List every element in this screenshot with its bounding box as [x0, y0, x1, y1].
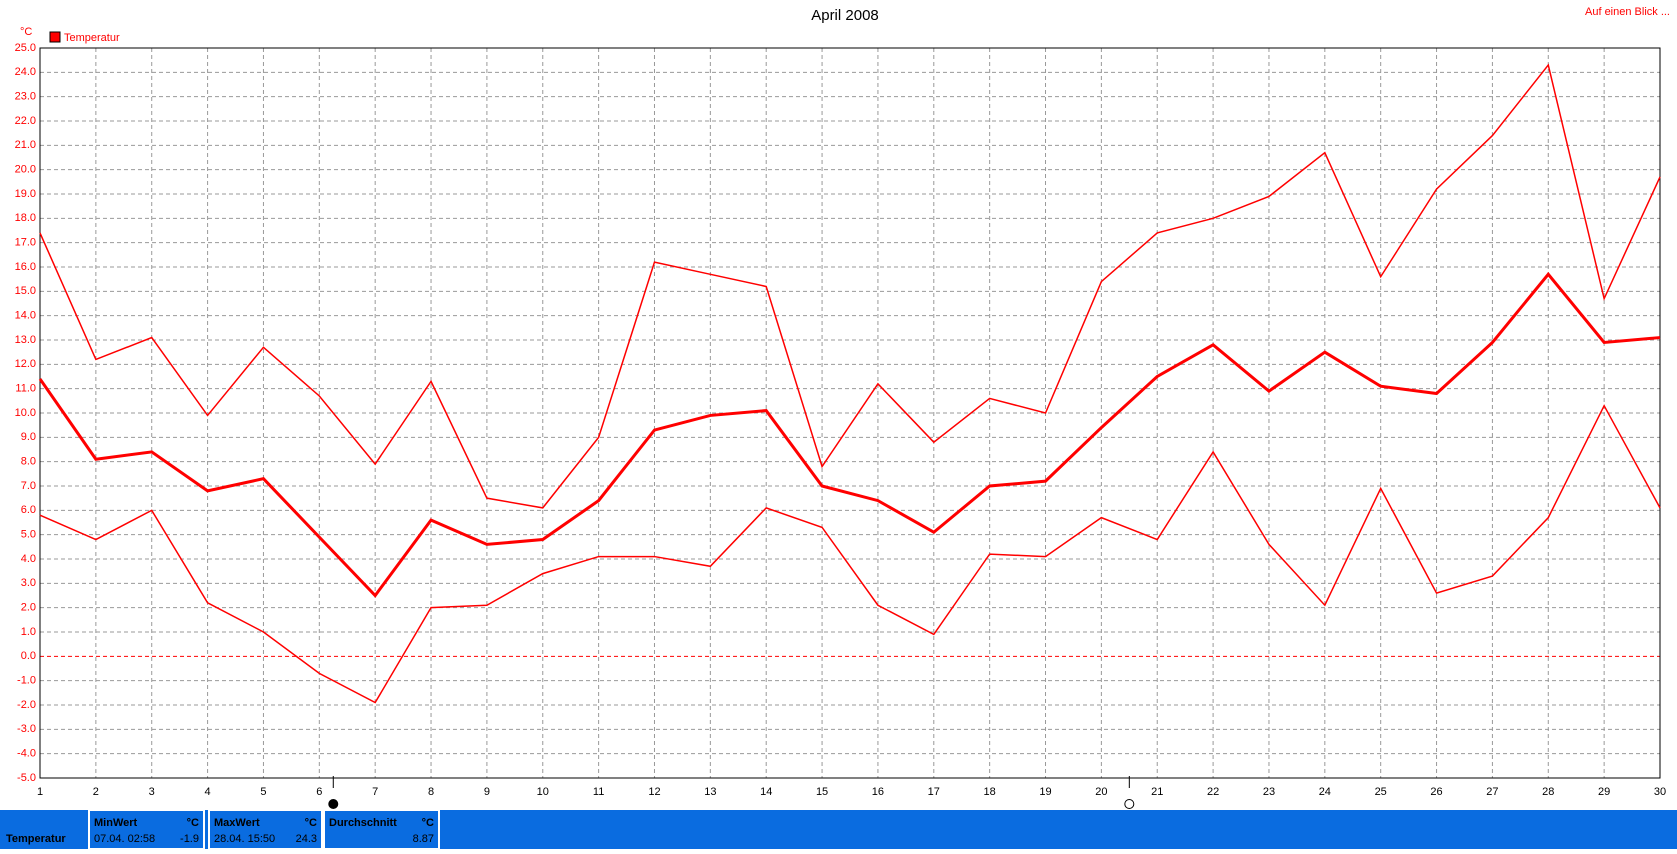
- x-tick-label: 18: [984, 786, 996, 798]
- x-tick-label: 15: [816, 786, 828, 798]
- y-tick-label: 13.0: [15, 334, 36, 346]
- link[interactable]: Auf einen Blick ...: [1585, 6, 1670, 18]
- summary-bar: Temperatur MinWert °C 07.04. 02:58 -1.9 MaxW…: [0, 809, 1677, 850]
- y-tick-label: 8.0: [21, 456, 36, 468]
- x-tick-label: 27: [1486, 786, 1498, 798]
- y-tick-label: 15.0: [15, 285, 36, 297]
- y-tick-label: 0.0: [21, 650, 36, 662]
- x-tick-label: 17: [928, 786, 940, 798]
- legend-swatch: [49, 31, 61, 43]
- y-tick-label: -2.0: [17, 699, 36, 711]
- x-tick-label: 25: [1375, 786, 1387, 798]
- y-tick-label: 23.0: [15, 91, 36, 103]
- y-tick-label: -5.0: [17, 772, 36, 784]
- x-tick-label: 24: [1319, 786, 1331, 798]
- y-tick-label: -1.0: [17, 675, 36, 687]
- x-tick-label: 2: [93, 786, 99, 798]
- x-tick-label: 19: [1039, 786, 1051, 798]
- x-tick-label: 6: [316, 786, 322, 798]
- x-tick-label: 28: [1542, 786, 1554, 798]
- y-tick-label: 7.0: [21, 480, 36, 492]
- y-tick-label: 24.0: [15, 66, 36, 78]
- x-tick-label: 23: [1263, 786, 1275, 798]
- y-tick-label: -3.0: [17, 723, 36, 735]
- x-tick-label: 10: [537, 786, 549, 798]
- legend-label: Temperatur: [64, 32, 120, 44]
- series-line: [39, 404, 1661, 704]
- summary-label: Temperatur: [6, 833, 66, 845]
- y-tick-label: 12.0: [15, 358, 36, 370]
- y-tick-label: 4.0: [21, 553, 36, 565]
- summary-title: MinWert: [94, 817, 138, 829]
- y-unit: °C: [20, 26, 32, 38]
- x-tick-label: 29: [1598, 786, 1610, 798]
- x-tick-label: 20: [1095, 786, 1107, 798]
- y-tick-label: 18.0: [15, 212, 36, 224]
- y-tick-label: 2.0: [21, 602, 36, 614]
- y-tick-label: 25.0: [15, 42, 36, 54]
- summary-title: Durchschnitt: [329, 817, 397, 829]
- moon-full: [1124, 799, 1135, 809]
- x-tick-label: 5: [260, 786, 266, 798]
- y-tick-label: 20.0: [15, 164, 36, 176]
- y-tick-label: 10.0: [15, 407, 36, 419]
- summary-title: MaxWert: [214, 817, 260, 829]
- x-tick-label: 8: [428, 786, 434, 798]
- summary-unit: °C: [187, 817, 199, 829]
- y-tick-label: 17.0: [15, 237, 36, 249]
- series-line: [39, 63, 1661, 509]
- y-tick-label: 3.0: [21, 577, 36, 589]
- x-tick-label: 7: [372, 786, 378, 798]
- x-tick-label: 9: [484, 786, 490, 798]
- moon-new: [328, 799, 339, 809]
- y-tick-label: 21.0: [15, 139, 36, 151]
- x-tick-label: 21: [1151, 786, 1163, 798]
- summary-unit: °C: [305, 817, 317, 829]
- x-tick-label: 3: [149, 786, 155, 798]
- y-tick-label: 22.0: [15, 115, 36, 127]
- plot-frame: [39, 47, 1661, 779]
- x-tick-label: 30: [1654, 786, 1666, 798]
- x-tick-label: 22: [1207, 786, 1219, 798]
- y-tick-label: 9.0: [21, 431, 36, 443]
- x-tick-label: 4: [205, 786, 211, 798]
- y-tick-label: 19.0: [15, 188, 36, 200]
- y-tick-label: 6.0: [21, 504, 36, 516]
- summary-value: 24.3: [296, 833, 317, 845]
- x-tick-label: 13: [704, 786, 716, 798]
- chart-title: April 2008: [811, 7, 879, 24]
- summary-value: 8.87: [413, 833, 434, 845]
- y-tick-label: 14.0: [15, 310, 36, 322]
- x-tick-label: 1: [37, 786, 43, 798]
- summary-unit: °C: [422, 817, 434, 829]
- x-tick-label: 14: [760, 786, 772, 798]
- x-tick-label: 11: [593, 786, 604, 798]
- x-tick-label: 16: [872, 786, 884, 798]
- summary-background: [0, 810, 1677, 849]
- x-tick-label: 12: [648, 786, 660, 798]
- x-tick-label: 26: [1430, 786, 1442, 798]
- series-line: [38, 271, 1661, 598]
- y-tick-label: 11.0: [15, 383, 36, 395]
- y-tick-label: 16.0: [15, 261, 36, 273]
- y-tick-label: 1.0: [21, 626, 36, 638]
- y-tick-label: -4.0: [17, 748, 36, 760]
- summary-when: 28.04. 15:50: [214, 833, 275, 845]
- summary-value: -1.9: [180, 833, 199, 845]
- y-tick-label: 5.0: [21, 529, 36, 541]
- summary-when: 07.04. 02:58: [94, 833, 155, 845]
